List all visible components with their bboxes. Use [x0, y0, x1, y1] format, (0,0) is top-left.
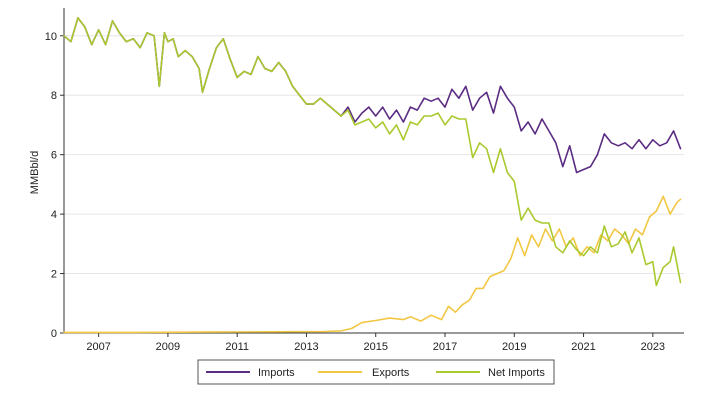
x-tick-label: 2011	[225, 341, 249, 353]
y-axis-label: MMBbl/d	[29, 151, 41, 194]
y-tick-label: 0	[51, 328, 57, 340]
x-tick-label: 2009	[156, 341, 180, 353]
x-tick-label: 2019	[502, 341, 526, 353]
legend: Imports Exports Net Imports	[197, 359, 555, 385]
y-tick-label: 6	[51, 150, 57, 162]
x-tick-label: 2007	[86, 341, 110, 353]
legend-label-imports: Imports	[258, 367, 295, 379]
x-tick-label: 2021	[571, 341, 595, 353]
gridlines	[64, 35, 684, 275]
x-tick-label: 2013	[294, 341, 318, 353]
legend-box	[197, 359, 555, 385]
x-tick-label: 2017	[433, 341, 457, 353]
y-tick-label: 4	[51, 209, 57, 221]
x-axis-ticks: 2007 2009 2011 2013 2015 2017 2019 2021 2023	[86, 333, 665, 353]
y-tick-label: 10	[45, 31, 57, 43]
series-line-net-imports	[63, 17, 682, 287]
series-line-exports	[63, 195, 682, 334]
x-tick-label: 2015	[363, 341, 387, 353]
y-tick-label: 8	[51, 90, 57, 102]
x-tick-label: 2023	[641, 341, 665, 353]
y-tick-label: 2	[51, 269, 57, 281]
legend-label-net-imports: Net Imports	[488, 367, 545, 379]
legend-label-exports: Exports	[372, 367, 410, 379]
series-lines	[63, 17, 682, 334]
